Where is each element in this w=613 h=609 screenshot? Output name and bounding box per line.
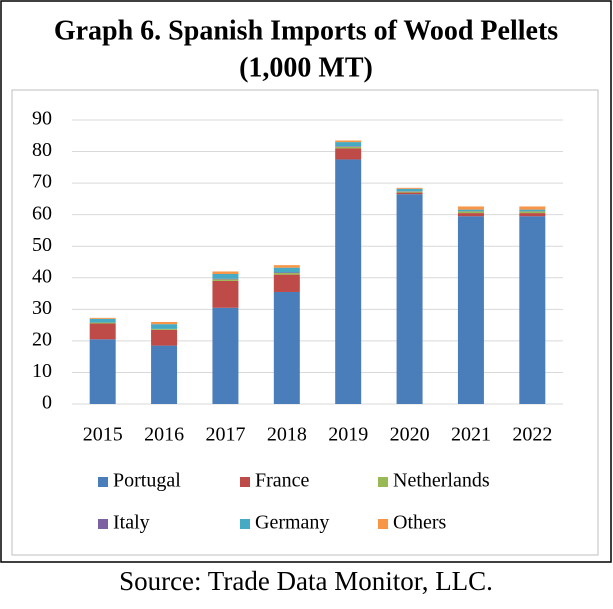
x-tick-label: 2017: [205, 424, 245, 446]
legend-swatch: [98, 519, 108, 529]
y-tick-label: 50: [32, 234, 52, 256]
legend-label: France: [255, 470, 310, 492]
legend-label: Netherlands: [393, 470, 490, 492]
y-tick-label: 10: [32, 360, 52, 382]
source: Source: Trade Data Monitor, LLC.: [119, 566, 493, 596]
legend-swatch: [378, 477, 388, 487]
bar-segment: [212, 279, 238, 281]
bar-segment: [151, 329, 177, 330]
y-tick-label: 20: [32, 328, 52, 350]
bar-segment: [519, 212, 545, 214]
bar-segment: [274, 292, 300, 404]
legend-label: Italy: [113, 512, 150, 534]
bar-segment: [335, 147, 361, 149]
bar-segment: [151, 322, 177, 324]
bar-segment: [519, 216, 545, 404]
x-tick-label: 2021: [451, 424, 491, 446]
legend-swatch: [240, 477, 250, 487]
bar-segment: [212, 271, 238, 274]
bar-segment: [519, 210, 545, 212]
chart-subtitle: (1,000 MT): [239, 52, 373, 83]
bar-segment: [274, 265, 300, 268]
bar-segment: [212, 281, 238, 308]
bar-segment: [274, 273, 300, 275]
legend-swatch: [98, 477, 108, 487]
bar-segment: [458, 216, 484, 404]
bar-segment: [274, 272, 300, 273]
y-tick-label: 30: [32, 297, 52, 319]
bar-segment: [90, 323, 116, 324]
bar-segment: [274, 275, 300, 292]
bar-segment: [519, 206, 545, 209]
bar-segment: [397, 194, 423, 404]
legend-label: Others: [393, 512, 447, 534]
bar-segment: [212, 308, 238, 404]
bar-segment: [458, 210, 484, 212]
bar-segment: [397, 188, 423, 189]
bar-segment: [335, 148, 361, 159]
bar-segment: [274, 268, 300, 273]
y-tick-label: 90: [32, 108, 52, 130]
x-tick-label: 2016: [144, 424, 184, 446]
bar-segment: [519, 213, 545, 216]
bar-segment: [458, 206, 484, 209]
bar-segment: [335, 141, 361, 143]
bar-segment: [90, 319, 116, 323]
chart-title: Graph 6. Spanish Imports of Wood Pellets: [54, 15, 558, 46]
y-tick-label: 70: [32, 171, 52, 193]
bar-segment: [90, 318, 116, 319]
bar-segment: [335, 142, 361, 146]
bar-segment: [151, 330, 177, 346]
y-tick-label: 40: [32, 265, 52, 287]
legend-swatch: [240, 519, 250, 529]
bar-segment: [212, 279, 238, 280]
x-tick-label: 2019: [328, 424, 368, 446]
legend-label: Germany: [255, 512, 329, 534]
y-tick-label: 80: [32, 139, 52, 161]
legend-label: Portugal: [113, 470, 181, 492]
bar-segment: [458, 212, 484, 214]
bar-segment: [90, 339, 116, 404]
bar-segment: [397, 192, 423, 193]
legend-swatch: [378, 519, 388, 529]
bar-segment: [397, 189, 423, 192]
bar-segment: [151, 324, 177, 329]
x-tick-label: 2022: [512, 424, 552, 446]
bar-segment: [335, 146, 361, 147]
bar-segment: [212, 274, 238, 279]
bar-segment: [90, 324, 116, 340]
x-tick-label: 2020: [390, 424, 430, 446]
bar-segment: [397, 193, 423, 195]
bar-segment: [151, 346, 177, 404]
x-tick-label: 2015: [83, 424, 123, 446]
bar-segment: [458, 213, 484, 216]
y-tick-label: 0: [42, 392, 52, 414]
x-tick-label: 2018: [267, 424, 307, 446]
bar-segment: [335, 159, 361, 404]
y-tick-label: 60: [32, 202, 52, 224]
